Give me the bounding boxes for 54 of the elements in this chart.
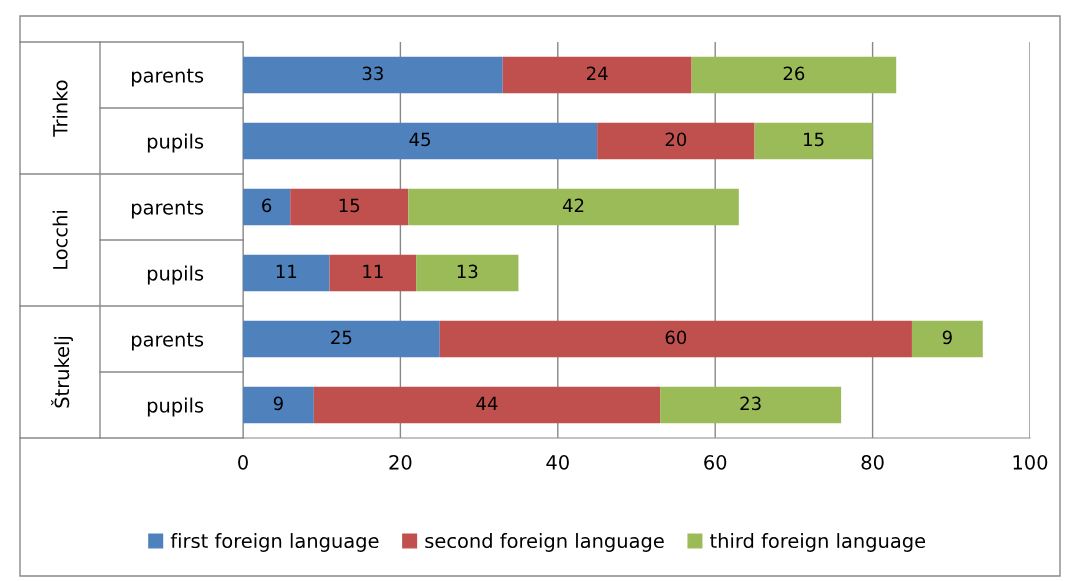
data-label: 33 — [362, 66, 383, 81]
data-label: 23 — [740, 396, 761, 411]
bar — [691, 56, 897, 94]
bar — [660, 386, 842, 424]
data-label: 42 — [562, 198, 584, 212]
text: Štrukelj — [50, 337, 74, 408]
data-label: 13 — [457, 264, 478, 279]
bar — [329, 254, 417, 292]
bar — [408, 188, 739, 226]
data-label: 9 — [273, 396, 283, 411]
data-label: 60 — [665, 330, 687, 345]
bar — [439, 320, 912, 358]
data-label: 9 — [942, 330, 952, 345]
bar — [502, 56, 692, 94]
bar — [243, 320, 440, 358]
bar — [243, 122, 598, 160]
data-label: 44 — [476, 396, 498, 410]
bar — [313, 386, 661, 424]
data-label: 6 — [262, 198, 272, 213]
x-tick-label: 20 — [389, 455, 412, 470]
bar — [243, 188, 291, 226]
x-tick-label: 40 — [546, 455, 569, 470]
bar — [290, 188, 409, 226]
data-label: 26 — [783, 66, 805, 81]
bar — [416, 254, 519, 292]
x-tick-label: 100 — [1013, 455, 1048, 470]
legend-label: third foreign language — [710, 533, 926, 552]
text: Locchi — [52, 211, 68, 269]
data-label: 24 — [586, 66, 608, 80]
y-tick-label: parents — [132, 68, 204, 87]
y-tick-label: parents — [132, 200, 204, 219]
bar — [243, 386, 314, 424]
data-label: 11 — [276, 264, 297, 278]
y-tick-label: pupils — [147, 265, 204, 285]
legend-label: first foreign language — [170, 533, 379, 552]
data-label: 45 — [409, 132, 430, 147]
data-label: 11 — [363, 264, 383, 278]
text: Trinko — [52, 80, 68, 137]
y-tick-label: parents — [132, 332, 204, 351]
data-label: 15 — [339, 198, 360, 213]
bar — [243, 254, 330, 292]
bar — [597, 122, 755, 160]
bar — [754, 122, 873, 160]
data-label: 20 — [665, 132, 687, 147]
bar — [911, 320, 983, 358]
x-tick-label: 80 — [861, 455, 884, 470]
bar — [243, 56, 503, 94]
data-label: 15 — [804, 132, 824, 147]
y-tick-label: pupils — [147, 133, 204, 153]
y-tick-label: pupils — [147, 397, 204, 417]
x-tick-label: 60 — [704, 455, 727, 470]
x-tick-label: 0 — [238, 455, 248, 470]
legend-label: second foreign language — [425, 533, 664, 552]
data-label: 25 — [331, 330, 352, 345]
